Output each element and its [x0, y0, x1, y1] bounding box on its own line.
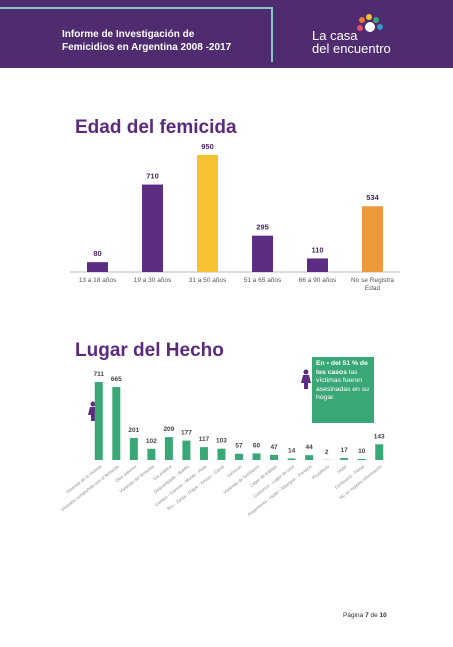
footer: Página 7 de 10 [343, 612, 387, 619]
category-label: 13 a 18 años [78, 277, 117, 284]
bar [94, 382, 103, 460]
bar [182, 440, 191, 460]
category-label: Alojamiento - Hotel - Albergue - Pensión [247, 464, 314, 518]
bar [217, 448, 226, 460]
value-label: 102 [146, 438, 157, 445]
value-label: 10 [358, 448, 366, 455]
category-label: 51 a 65 años [243, 277, 282, 284]
bar [147, 448, 156, 460]
value-label: 110 [311, 245, 323, 254]
value-label: 60 [253, 442, 261, 449]
value-label: 2 [325, 449, 329, 456]
value-label: 950 [201, 142, 214, 151]
value-label: 534 [366, 193, 379, 202]
value-label: 80 [93, 249, 101, 258]
bar [305, 455, 314, 460]
value-label: 47 [270, 444, 278, 451]
chart-title: Edad del femicida [75, 117, 237, 138]
value-label: 209 [163, 426, 174, 433]
logo-text: del encuentro [312, 41, 391, 56]
bar [164, 437, 173, 460]
header-title: Femicidios en Argentina 2008 -2017 [62, 42, 232, 53]
value-label: 665 [111, 376, 122, 383]
value-label: 103 [216, 438, 227, 445]
category-label: No se Registra Edad [351, 277, 394, 292]
value-label: 14 [288, 447, 296, 454]
category-label: 66 a 90 años [298, 277, 337, 284]
logo-dots [357, 14, 383, 32]
bar [199, 447, 208, 460]
header-title: Informe de Investigación de [62, 29, 195, 40]
callout: En • del 51 % de los casos las víctimas … [312, 357, 374, 423]
value-label: 295 [256, 223, 269, 232]
bar [112, 387, 121, 460]
category-label: 31 a 50 años [188, 277, 227, 284]
bar [252, 235, 273, 272]
callout-text: las víctimas fueron asesinadas en su hog… [316, 368, 369, 402]
header-frame [0, 7, 273, 62]
footer-total: 10 [379, 612, 387, 619]
footer-word: de [370, 612, 378, 619]
callout-bold: En • del 51 % de los casos [316, 360, 368, 376]
value-label: 710 [146, 172, 159, 181]
value-label: 57 [235, 443, 243, 450]
value-label: 44 [306, 444, 314, 451]
category-label: Prostíbulo [311, 464, 330, 481]
chart-title: Lugar del Hecho [75, 340, 224, 361]
bar [142, 184, 163, 272]
value-label: 201 [128, 427, 139, 434]
bar [375, 444, 384, 460]
bar [252, 453, 261, 460]
logo-text: La casa [312, 28, 358, 43]
bar [340, 458, 349, 460]
bar [270, 454, 279, 460]
value-label: 143 [374, 433, 385, 440]
bar [197, 155, 218, 272]
woman-icon [301, 369, 311, 389]
value-label: 711 [94, 371, 105, 378]
bar [87, 262, 108, 272]
bar [129, 437, 138, 460]
bar [362, 206, 383, 272]
footer-page: 7 [365, 612, 369, 619]
bar [307, 258, 328, 272]
value-label: 17 [341, 447, 349, 454]
category-label: 19 a 30 años [133, 277, 172, 284]
value-label: 117 [199, 436, 210, 443]
bar [235, 453, 243, 460]
bar [287, 458, 296, 460]
value-label: 177 [181, 430, 192, 437]
category-label: Hotel [336, 464, 347, 474]
header-band [0, 0, 453, 68]
footer-word: Página [343, 612, 364, 619]
bar [357, 458, 366, 460]
